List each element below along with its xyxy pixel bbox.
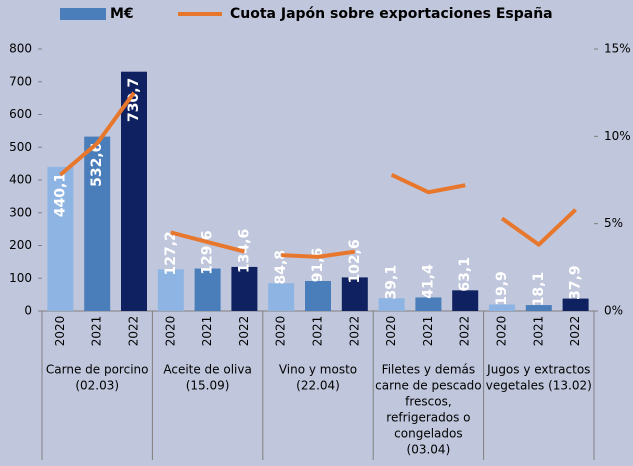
y2-tick-label: 15% bbox=[604, 42, 631, 56]
group-label: congelados bbox=[394, 427, 462, 441]
y-tick-label: 300 bbox=[9, 205, 32, 219]
x-tick-label: 2022 bbox=[127, 316, 141, 347]
y-tick-label: 100 bbox=[9, 271, 32, 285]
group-label: (15.09) bbox=[186, 379, 230, 393]
group-label: (02.03) bbox=[75, 379, 119, 393]
group-label: frescos, bbox=[405, 395, 452, 409]
value-label: 129,6 bbox=[200, 230, 216, 274]
group-label: Carne de porcino bbox=[46, 363, 149, 377]
x-tick-label: 2021 bbox=[200, 316, 214, 347]
group-label: Jugos y extractos bbox=[486, 363, 590, 377]
bar bbox=[525, 305, 552, 311]
x-tick-label: 2020 bbox=[163, 316, 177, 347]
group-label: Vino y mosto bbox=[279, 363, 357, 377]
value-label: 41,4 bbox=[420, 264, 436, 299]
value-label: 19,9 bbox=[494, 271, 510, 306]
group-label: vegetales (13.02) bbox=[486, 379, 592, 393]
group-label: (22.04) bbox=[296, 379, 340, 393]
bar bbox=[231, 266, 258, 311]
value-label: 730,7 bbox=[126, 78, 142, 122]
line-segment bbox=[500, 208, 577, 247]
line-segment bbox=[59, 91, 136, 177]
value-label: 37,9 bbox=[568, 265, 584, 300]
bar bbox=[305, 281, 331, 311]
x-tick-label: 2022 bbox=[458, 316, 472, 347]
bar bbox=[489, 304, 515, 311]
value-label: 102,6 bbox=[347, 239, 363, 283]
y2-tick-label: 5% bbox=[604, 216, 623, 230]
bar bbox=[341, 277, 368, 311]
x-tick-label: 2020 bbox=[53, 316, 67, 347]
bar bbox=[47, 166, 74, 311]
value-label: 440,1 bbox=[52, 173, 68, 217]
value-label: 532,6 bbox=[89, 143, 105, 187]
x-tick-label: 2021 bbox=[311, 316, 325, 347]
value-label: 63,1 bbox=[457, 257, 473, 292]
bar bbox=[84, 136, 111, 311]
bar bbox=[452, 290, 479, 311]
bar bbox=[415, 297, 442, 311]
legend-label: M€ bbox=[110, 6, 134, 22]
bar bbox=[157, 269, 184, 311]
value-label: 18,1 bbox=[531, 272, 547, 307]
x-tick-label: 2022 bbox=[237, 316, 251, 347]
y-tick-label: 600 bbox=[9, 107, 32, 121]
y-tick-label: 800 bbox=[9, 42, 32, 56]
line-segment bbox=[390, 172, 466, 195]
y2-tick-label: 10% bbox=[604, 129, 631, 143]
x-tick-label: 2020 bbox=[495, 316, 509, 347]
bar bbox=[378, 298, 405, 311]
y2-tick-label: 0% bbox=[604, 304, 623, 318]
value-label: 91,6 bbox=[310, 248, 326, 283]
bar bbox=[121, 71, 147, 312]
group-label: refrigerados o bbox=[386, 411, 470, 425]
value-label: 84,8 bbox=[273, 250, 289, 285]
legend-swatch bbox=[60, 8, 106, 20]
bar bbox=[562, 298, 589, 311]
line-segment bbox=[281, 249, 356, 259]
legend-label: Cuota Japón sobre exportaciones España bbox=[230, 6, 553, 22]
x-tick-label: 2021 bbox=[421, 316, 435, 347]
group-label: carne de pescado bbox=[375, 379, 481, 393]
y-tick-label: 700 bbox=[9, 74, 32, 88]
y-tick-label: 500 bbox=[9, 140, 32, 154]
y-tick-label: 400 bbox=[9, 173, 32, 187]
bar bbox=[268, 283, 295, 311]
line-segment bbox=[170, 230, 245, 254]
group-label: Aceite de oliva bbox=[163, 363, 252, 377]
y-tick-label: 200 bbox=[9, 238, 32, 252]
value-label: 127,2 bbox=[163, 231, 179, 275]
bar bbox=[194, 268, 221, 311]
value-label: 39,1 bbox=[384, 265, 400, 300]
x-tick-label: 2022 bbox=[568, 316, 582, 347]
y-tick-label: 0 bbox=[24, 304, 32, 318]
x-tick-label: 2021 bbox=[531, 316, 545, 347]
x-tick-label: 2021 bbox=[90, 316, 104, 347]
group-label: (03.04) bbox=[407, 443, 451, 457]
x-tick-label: 2020 bbox=[384, 316, 398, 347]
group-label: Filetes y demás bbox=[382, 363, 475, 377]
x-tick-label: 2022 bbox=[347, 316, 361, 347]
x-tick-label: 2020 bbox=[274, 316, 288, 347]
